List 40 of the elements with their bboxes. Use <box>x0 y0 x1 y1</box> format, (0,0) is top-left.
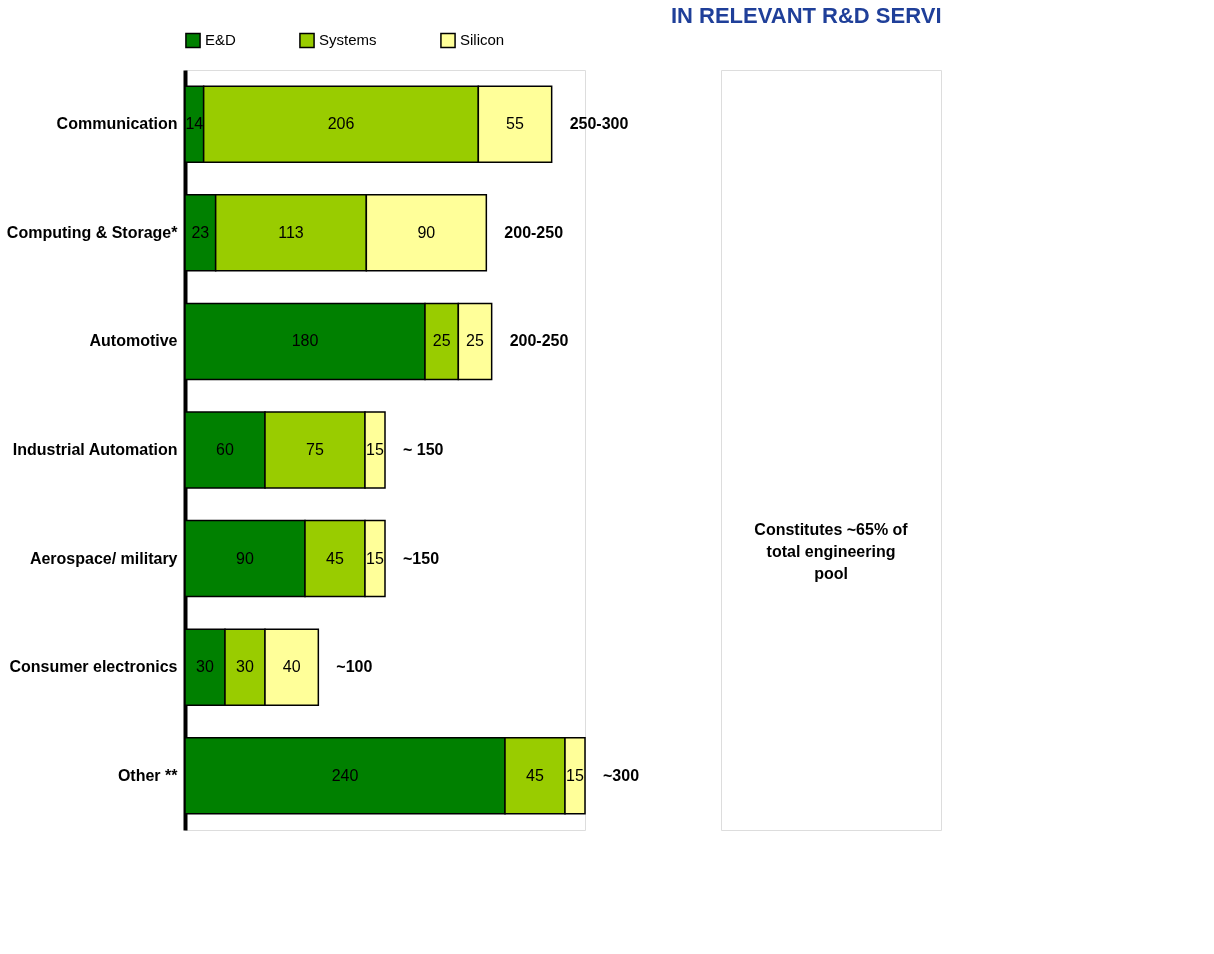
data-label: 55 <box>506 115 524 133</box>
data-label: 15 <box>566 766 584 784</box>
total-label: ~300 <box>603 766 640 784</box>
data-label: 75 <box>306 441 324 458</box>
total-label: 200-250 <box>504 223 564 241</box>
text: IN RELEVANT R&D SERVI <box>670 3 942 28</box>
data-label: 25 <box>432 332 451 350</box>
data-label: 180 <box>291 332 319 350</box>
data-label: 23 <box>191 223 210 241</box>
total-label: 250-300 <box>569 115 629 133</box>
data-label: 15 <box>366 549 384 567</box>
data-label: 45 <box>526 766 544 784</box>
data-label: 60 <box>216 441 234 458</box>
data-label: 240 <box>331 766 359 784</box>
y-tick-label: Aerospace/ military <box>29 549 178 567</box>
y-tick-label: Other ** <box>117 766 179 784</box>
total-label: ~100 <box>336 658 373 676</box>
total-label: ~ 150 <box>403 441 444 458</box>
data-label: 30 <box>196 658 214 676</box>
data-label: 30 <box>236 658 254 676</box>
data-label: 15 <box>366 441 384 458</box>
y-tick-label: Automotive <box>89 332 178 350</box>
total-label: 200-250 <box>509 332 569 350</box>
data-label: 90 <box>236 549 254 567</box>
y-tick-label: Industrial Automation <box>12 441 178 458</box>
data-label: 14 <box>185 115 204 133</box>
data-label: 25 <box>466 332 484 350</box>
data-label: 206 <box>327 115 355 133</box>
data-label: 40 <box>282 658 301 676</box>
y-tick-label: Communication <box>56 115 178 133</box>
data-label: 90 <box>417 223 436 241</box>
total-label: ~150 <box>403 549 440 567</box>
data-label: 45 <box>326 549 344 567</box>
y-tick-label: Consumer electronics <box>9 658 178 676</box>
y-tick-label: Computing & Storage* <box>6 223 179 241</box>
legend-label: Systems <box>319 31 377 49</box>
legend-label: Silicon <box>460 31 505 49</box>
text: Constitutes ~65% of total engineering pool <box>754 521 909 582</box>
legend-label: E&D <box>205 31 237 49</box>
data-label: 113 <box>278 223 304 241</box>
